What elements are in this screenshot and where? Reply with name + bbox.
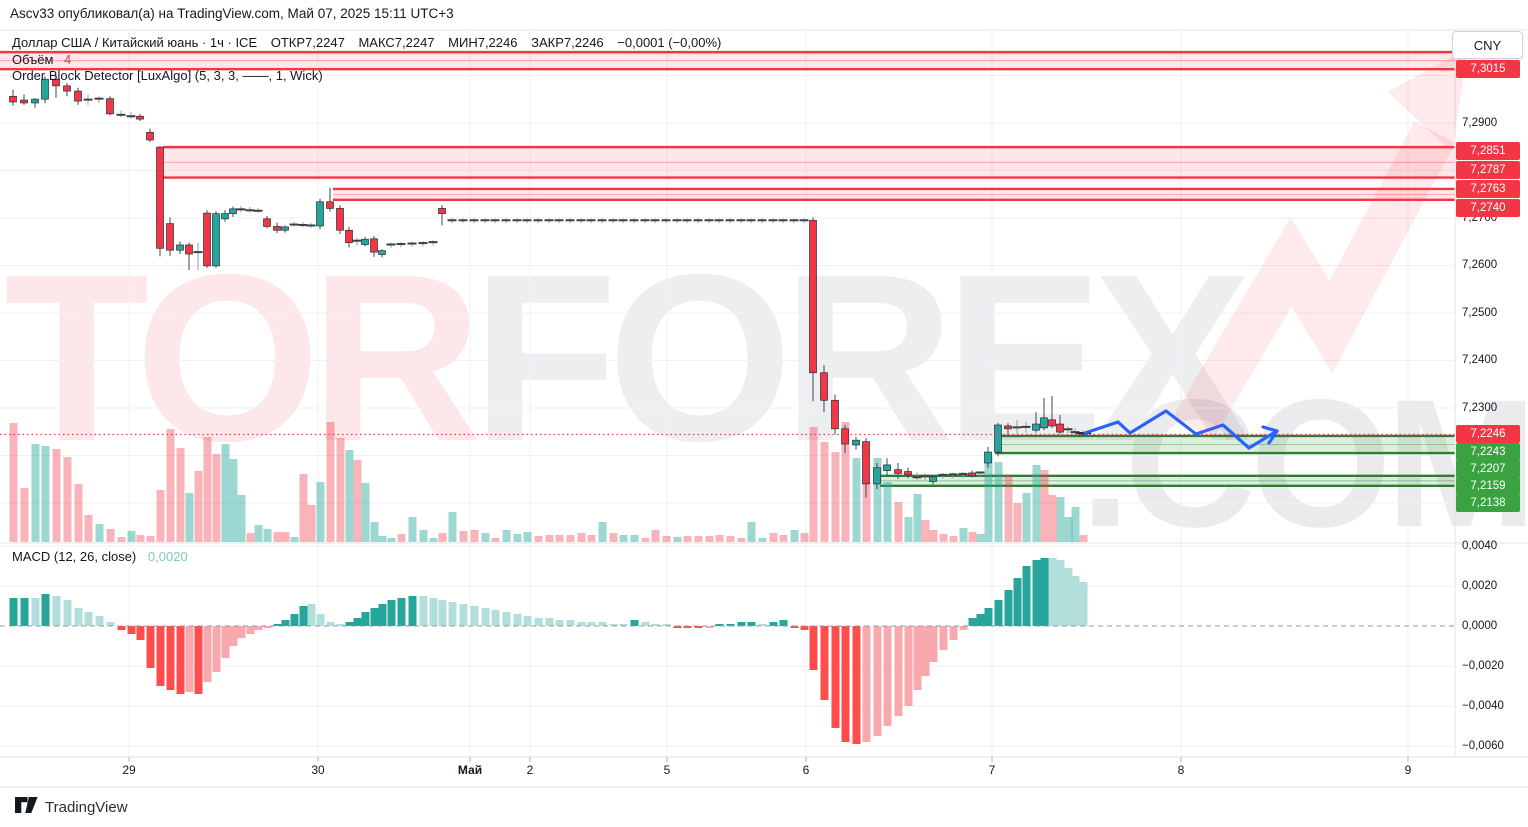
time-tick: 9 bbox=[1404, 763, 1412, 777]
attribution-bar: Ascv33 опубликовал(а) на TradingView.com… bbox=[10, 6, 454, 21]
time-tick: 5 bbox=[663, 763, 671, 777]
price-tick: 7,2900 bbox=[1462, 117, 1498, 129]
price-tick: 7,2600 bbox=[1462, 259, 1498, 271]
time-tick: 29 bbox=[122, 763, 136, 777]
time-tick: 6 bbox=[802, 763, 810, 777]
price-change: −0,0001 (−0,00%) bbox=[617, 35, 722, 50]
time-tick: 8 bbox=[1177, 763, 1185, 777]
volume-label: Объём bbox=[12, 52, 54, 67]
ohlc-low: МИН7,2246 bbox=[448, 35, 518, 50]
currency-button[interactable]: CNY bbox=[1452, 31, 1523, 59]
time-tick: 30 bbox=[311, 763, 325, 777]
price-level-label: 7,2243 bbox=[1456, 443, 1520, 461]
price-level-label: 7,2763 bbox=[1456, 180, 1520, 198]
macd-tick: −0,0040 bbox=[1462, 700, 1504, 712]
macd-tick: 0,0040 bbox=[1462, 540, 1498, 552]
price-level-label: 7,2159 bbox=[1456, 477, 1520, 495]
price-tick: 7,2300 bbox=[1462, 402, 1498, 414]
price-level-label: 7,2787 bbox=[1456, 161, 1520, 179]
volume-value: 4 bbox=[64, 52, 72, 67]
price-level-label: 7,2740 bbox=[1456, 199, 1520, 217]
price-level-label: 7,2207 bbox=[1456, 460, 1520, 478]
orderblock-legend[interactable]: Order Block Detector [LuxAlgo] (5, 3, 3,… bbox=[12, 68, 323, 83]
time-tick: 7 bbox=[988, 763, 996, 777]
symbol-title: Доллар США / Китайский юань · 1ч · ICE bbox=[12, 35, 258, 50]
price-tick: 7,2500 bbox=[1462, 307, 1498, 319]
price-tick: 7,2400 bbox=[1462, 354, 1498, 366]
price-level-label: 7,2246 bbox=[1456, 425, 1520, 443]
time-tick: 2 bbox=[526, 763, 534, 777]
symbol-header[interactable]: Доллар США / Китайский юань · 1ч · ICE О… bbox=[12, 35, 721, 50]
time-tick: Май bbox=[457, 763, 483, 777]
price-level-label: 7,3015 bbox=[1456, 60, 1520, 78]
macd-tick: −0,0020 bbox=[1462, 660, 1504, 672]
macd-tick: 0,0000 bbox=[1462, 620, 1498, 632]
price-level-label: 7,2851 bbox=[1456, 142, 1520, 160]
tradingview-footer[interactable]: TradingView bbox=[15, 797, 128, 817]
ohlc-open: ОТКР7,2247 bbox=[270, 35, 345, 50]
tradingview-logo-icon bbox=[15, 797, 38, 817]
volume-legend[interactable]: Объём 4 bbox=[12, 52, 71, 67]
ohlc-high: МАКС7,2247 bbox=[358, 35, 435, 50]
price-level-label: 7,2138 bbox=[1456, 494, 1520, 512]
tradingview-brand-text: TradingView bbox=[45, 798, 128, 816]
macd-legend[interactable]: MACD (12, 26, close) 0,0020 bbox=[12, 549, 188, 564]
macd-label: MACD (12, 26, close) bbox=[12, 549, 137, 564]
macd-tick: 0,0020 bbox=[1462, 580, 1498, 592]
macd-tick: −0,0060 bbox=[1462, 740, 1504, 752]
macd-value: 0,0020 bbox=[147, 549, 188, 564]
ohlc-close: ЗАКР7,2246 bbox=[531, 35, 604, 50]
